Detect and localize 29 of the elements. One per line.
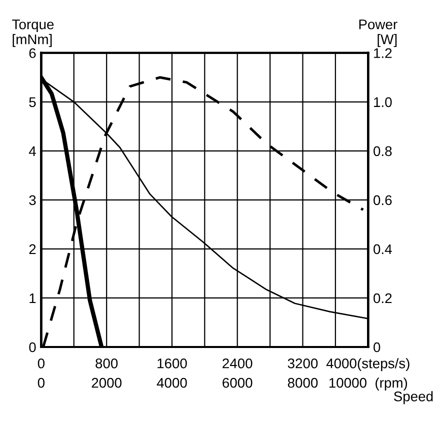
y-tick-label: 2 [29, 244, 36, 254]
y-tick-label: 5 [29, 97, 36, 108]
y-tick-label: 0 [29, 342, 36, 352]
y-tick-label: 6 [29, 48, 36, 58]
y2-tick-label: 0.6 [374, 195, 392, 206]
x-tick-label: 800 [96, 358, 118, 368]
x-tick-label: 3200 [288, 358, 318, 368]
x-axis-title: Speed [394, 391, 433, 404]
x2-tick-label: 10000 (rpm) [329, 378, 408, 391]
y-tick-label: 1 [30, 293, 36, 304]
x-tick-label: 1600 [158, 358, 187, 368]
y2-tick-label: 0.8 [374, 146, 392, 156]
y2-tick-label: 1.0 [374, 97, 392, 108]
y2-tick-label: 1.2 [374, 48, 392, 58]
x2-tick-label: 4000 [156, 378, 187, 388]
y2-axis-title: Power [W] [359, 20, 398, 48]
y2-tick-label: 0 [374, 342, 380, 352]
x-tick-label: 4000(steps/s) [326, 358, 410, 372]
y-axis-title: Torque [mNm] [12, 20, 54, 48]
y2-tick-label: 0.2 [374, 293, 392, 304]
x-tick-label: 2400 [222, 358, 252, 368]
y2-tick-label: 0.4 [374, 244, 392, 254]
x2-tick-label: 2000 [92, 378, 122, 388]
x2-tick-label: 0 [38, 378, 45, 388]
y-tick-label: 3 [29, 195, 36, 206]
x2-tick-label: 8000 [288, 378, 318, 388]
y-tick-label: 4 [28, 146, 36, 156]
x2-tick-label: 6000 [222, 378, 252, 388]
x-tick-label: 0 [38, 358, 45, 368]
